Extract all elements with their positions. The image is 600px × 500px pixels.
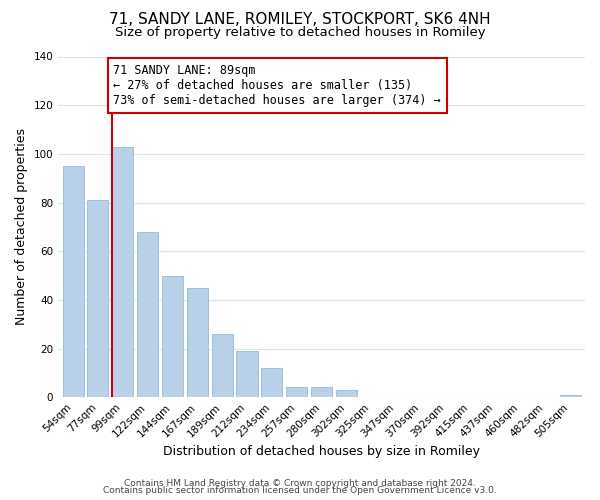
Bar (236, 351, 257, 397)
Y-axis label: Number of detached properties: Number of detached properties (15, 128, 28, 326)
Bar (62, 166, 83, 397)
Bar (336, 390, 357, 397)
Bar (88, 200, 109, 397)
Bar (187, 288, 208, 397)
Bar (112, 146, 133, 397)
Bar (560, 395, 581, 397)
Text: Contains public sector information licensed under the Open Government Licence v3: Contains public sector information licen… (103, 486, 497, 495)
Bar (162, 276, 183, 397)
X-axis label: Distribution of detached houses by size in Romiley: Distribution of detached houses by size … (163, 444, 480, 458)
Bar (311, 388, 332, 397)
Bar (262, 368, 283, 397)
Bar (286, 388, 307, 397)
Bar (212, 334, 233, 397)
Text: 71 SANDY LANE: 89sqm
← 27% of detached houses are smaller (135)
73% of semi-deta: 71 SANDY LANE: 89sqm ← 27% of detached h… (113, 64, 441, 107)
Text: Contains HM Land Registry data © Crown copyright and database right 2024.: Contains HM Land Registry data © Crown c… (124, 478, 476, 488)
Bar (137, 232, 158, 397)
Text: Size of property relative to detached houses in Romiley: Size of property relative to detached ho… (115, 26, 485, 39)
Text: 71, SANDY LANE, ROMILEY, STOCKPORT, SK6 4NH: 71, SANDY LANE, ROMILEY, STOCKPORT, SK6 … (109, 12, 491, 28)
